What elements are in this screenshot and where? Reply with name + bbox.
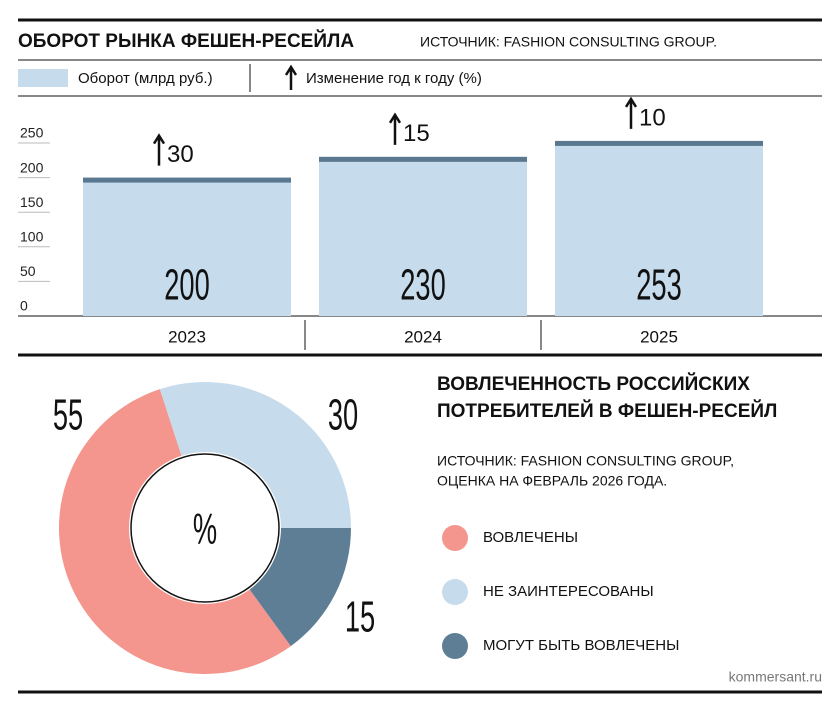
legend-marker [442,525,468,551]
change-label: 10 [639,104,666,131]
donut-segment [58,389,291,675]
donut-value-label-group: 55 [53,390,83,439]
donut-center-label: % [193,504,217,553]
y-tick-label: 150 [20,194,44,210]
chart-title: ПОТРЕБИТЕЛЕЙ В ФЕШЕН-РЕСЕЙЛ [437,400,777,422]
donut-value-label-group: 15 [345,592,375,641]
arrow-icon [284,64,298,90]
legend-label: МОГУТ БЫТЬ ВОВЛЕЧЕНЫ [483,637,679,654]
legend-label: Изменение год к году (%) [306,70,482,87]
chart-source: ИСТОЧНИК: FASHION CONSULTING GROUP. [420,34,717,50]
chart-title: ВОВЛЕЧЕННОСТЬ РОССИЙСКИХ [437,373,750,395]
bar-cap [319,156,527,162]
donut-hole [130,453,280,603]
change-label: 30 [167,141,194,168]
donut-segment [159,382,351,528]
y-tick-label: 50 [20,263,36,279]
y-tick-label: 250 [20,125,44,141]
bar-value-label: 230 [400,260,446,309]
arrow-icon [624,96,638,129]
bar-value-label: 253 [636,260,682,309]
arrow-icon [152,133,166,166]
chart-source: ИСТОЧНИК: FASHION CONSULTING GROUP, [437,453,734,469]
bar-cap [555,140,763,146]
donut-value-label: 30 [328,390,358,439]
legend-label: НЕ ЗАИНТЕРЕСОВАНЫ [483,583,654,600]
donut-center-label-group: % [193,504,217,553]
chart-title: ОБОРОТ РЫНКА ФЕШЕН-РЕСЕЙЛА [18,30,354,52]
y-tick-label: 200 [20,159,44,175]
bar [319,156,527,316]
bar-value-label-group: 200 [164,260,210,309]
arrow-icon [388,112,402,145]
chart-source: ОЦЕНКА НА ФЕВРАЛЬ 2026 ГОДА. [437,473,667,489]
x-tick-label: 2023 [168,327,206,346]
change-label: 15 [403,120,430,147]
site-credit: kommersant.ru [729,669,822,685]
legend-swatch [18,69,68,87]
bar-value-label: 200 [164,260,210,309]
legend-marker [442,579,468,605]
bar-value-label-group: 230 [400,260,446,309]
donut-value-label-group: 30 [328,390,358,439]
y-tick-label: 0 [20,298,28,314]
legend-marker [442,633,468,659]
donut-segment [249,528,351,647]
x-tick-label: 2025 [640,327,678,346]
bar-cap [83,177,291,183]
donut-value-label: 55 [53,390,83,439]
legend-label: Оборот (млрд руб.) [78,70,213,87]
donut-value-label: 15 [345,592,375,641]
y-tick-label: 100 [20,229,44,245]
x-tick-label: 2024 [404,327,442,346]
legend-label: ВОВЛЕЧЕНЫ [483,529,578,546]
bar [555,140,763,316]
bar [83,177,291,316]
bar-value-label-group: 253 [636,260,682,309]
